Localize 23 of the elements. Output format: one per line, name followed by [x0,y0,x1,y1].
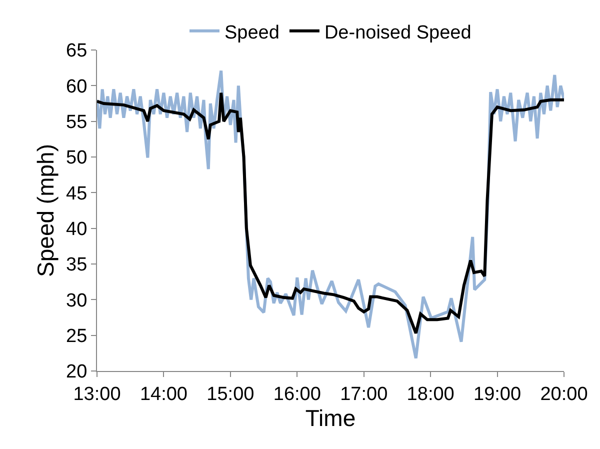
x-tick-label: 19:00 [474,384,522,405]
y-axis-title: Speed (mph) [32,144,59,277]
x-tick-label: 16:00 [273,384,321,405]
x-axis-title: Time [305,404,356,431]
y-tick-label: 40 [66,218,88,240]
x-tick-label: 14:00 [140,384,188,405]
y-tick-label: 25 [66,326,88,347]
x-tick-label: 13:00 [73,384,121,405]
y-tick-label: 20 [66,362,88,383]
y-tick-label: 45 [66,183,88,204]
y-tick-label: 35 [66,254,88,276]
y-tick-label: 65 [66,40,88,62]
legend-label: De-noised Speed [324,22,472,44]
x-tick-label: 17:00 [340,384,388,405]
legend-label: Speed [224,22,280,44]
x-tick-label: 18:00 [406,384,454,405]
y-tick-label: 50 [66,148,88,169]
y-tick-label: 60 [66,76,88,98]
y-tick-label: 30 [66,290,88,312]
line-series [97,91,564,335]
x-tick-label: 15:00 [206,384,254,405]
x-tick-label: 20:00 [540,384,588,405]
y-tick-label: 55 [66,112,88,133]
